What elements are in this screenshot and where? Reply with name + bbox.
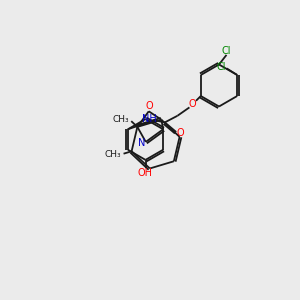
Text: NH: NH: [142, 114, 157, 124]
Text: O: O: [177, 128, 184, 138]
Text: OH: OH: [138, 167, 153, 178]
Text: Cl: Cl: [217, 61, 226, 72]
Text: CH₃: CH₃: [112, 115, 129, 124]
Text: O: O: [146, 101, 153, 111]
Text: N: N: [138, 138, 145, 148]
Text: O: O: [189, 99, 196, 110]
Text: Cl: Cl: [222, 46, 231, 56]
Text: CH₃: CH₃: [104, 150, 121, 159]
